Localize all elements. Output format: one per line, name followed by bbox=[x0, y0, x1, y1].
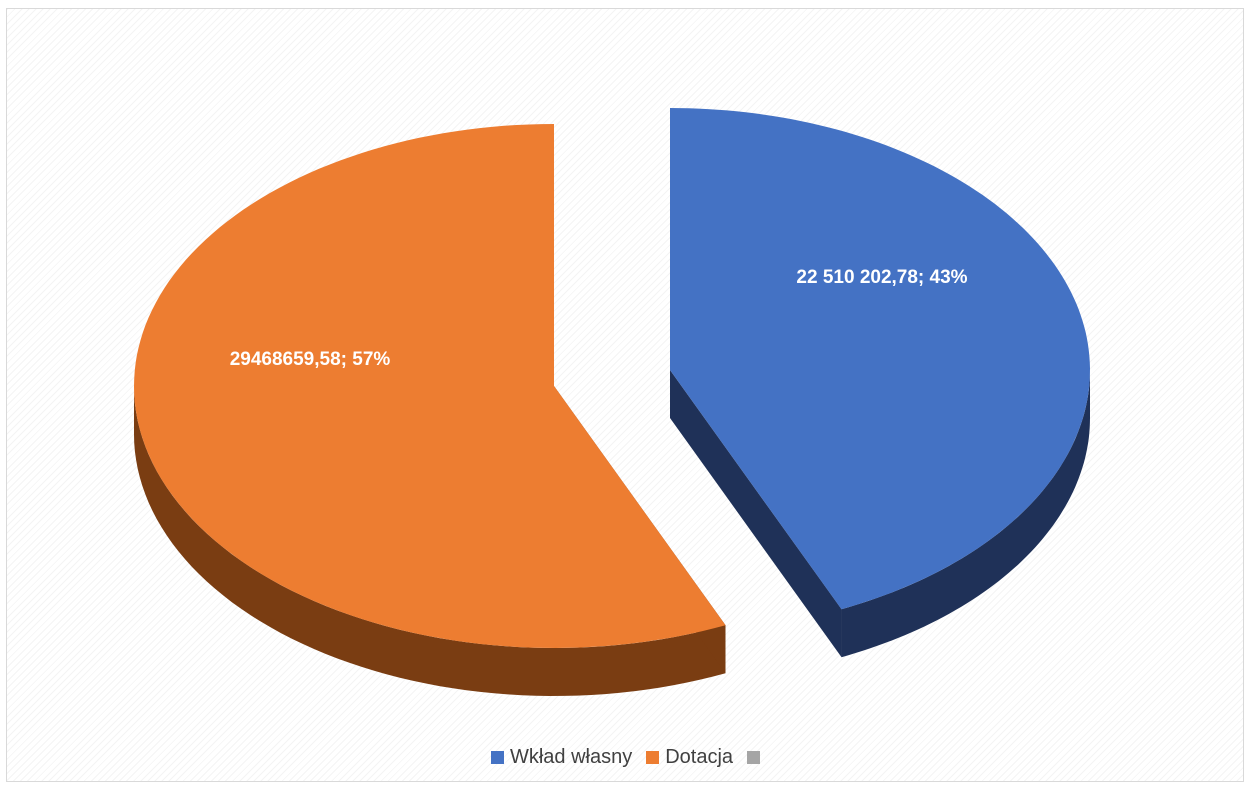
legend: Wkład własny Dotacja bbox=[0, 742, 1251, 772]
legend-item-0: Wkład własny bbox=[490, 745, 633, 769]
data-label-0: 22 510 202,78; 43% bbox=[796, 267, 967, 288]
pie-slice-0 bbox=[670, 108, 1090, 610]
legend-label-1: Dotacja bbox=[665, 745, 734, 768]
legend-item-1: Dotacja bbox=[646, 746, 733, 769]
legend-swatch-0 bbox=[490, 750, 504, 764]
pie-slice-side-0 bbox=[670, 370, 1090, 658]
data-label-1: 29468659,58; 57% bbox=[230, 349, 391, 370]
legend-label-0: Wkład własny bbox=[509, 745, 633, 768]
legend-item-2 bbox=[747, 750, 761, 764]
legend-swatch-2 bbox=[747, 750, 761, 764]
pie-slice-1 bbox=[134, 124, 726, 648]
legend-swatch-1 bbox=[646, 750, 660, 764]
